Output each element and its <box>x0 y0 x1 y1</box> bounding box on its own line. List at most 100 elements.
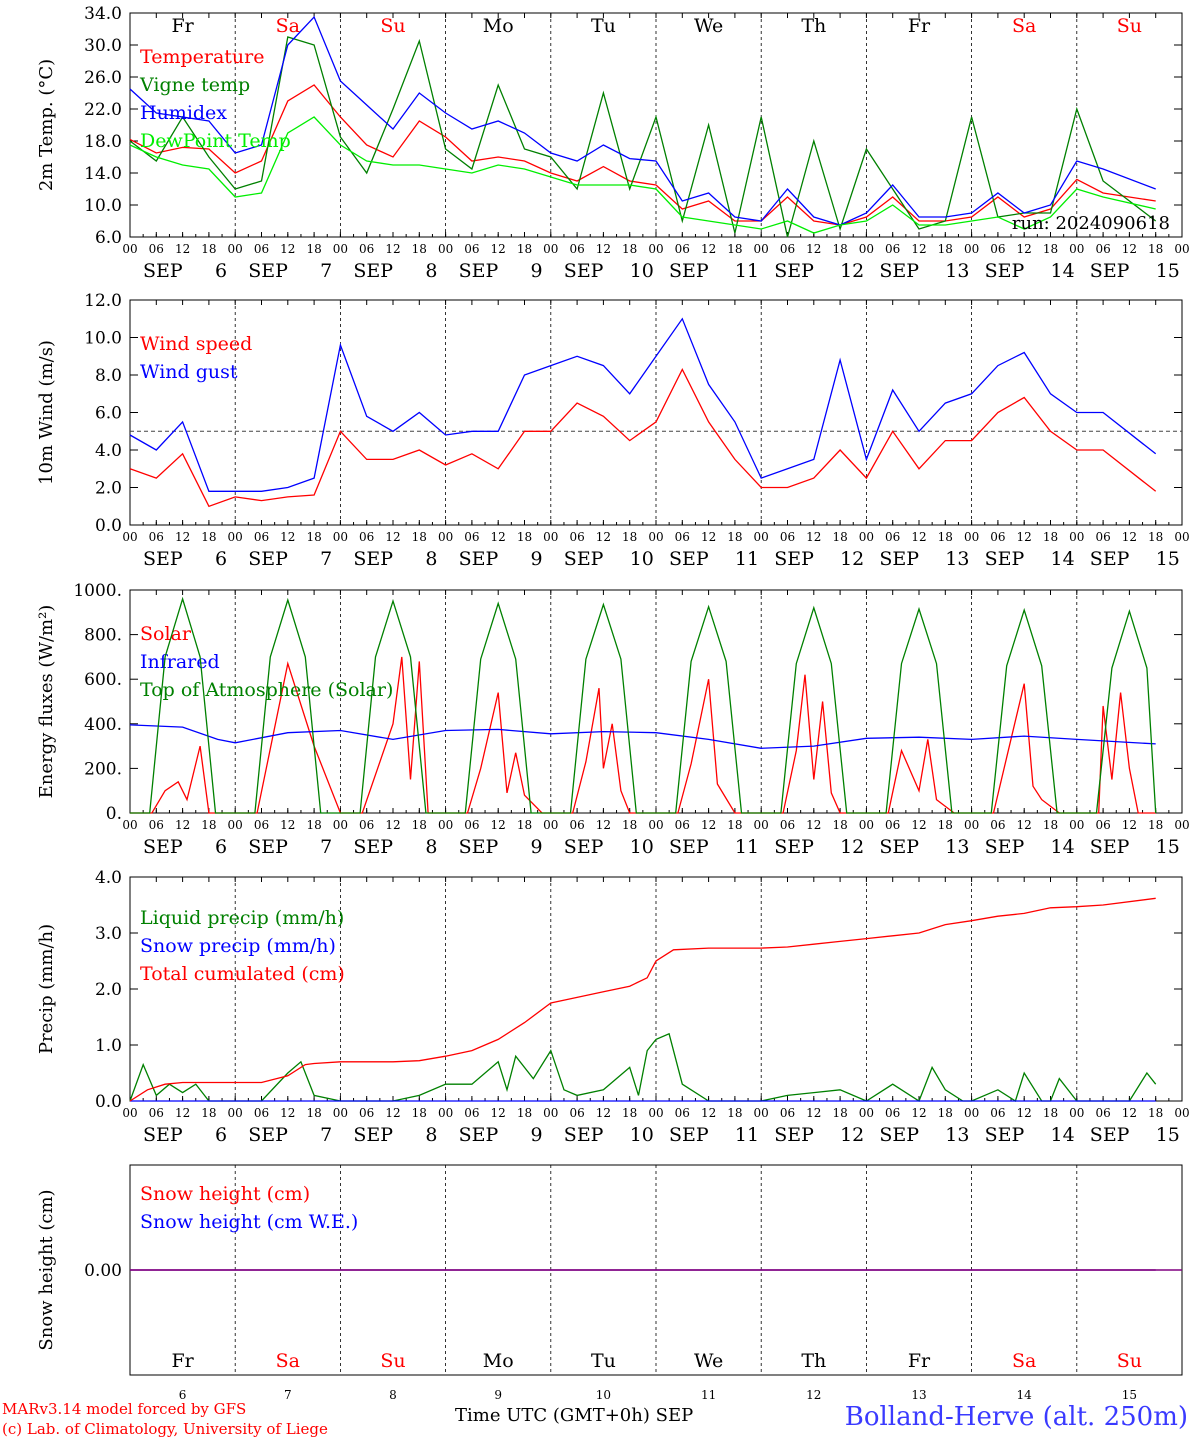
legend-entry: DewPoint Temp <box>140 130 291 152</box>
hour-tick-label: 00 <box>122 242 137 256</box>
date-month-label: SEP <box>353 1124 393 1146</box>
hour-tick-label: 12 <box>1017 818 1032 832</box>
date-month-label: SEP <box>143 1124 183 1146</box>
date-day-label: 12 <box>840 1124 864 1146</box>
date-day-label: 13 <box>945 1124 969 1146</box>
date-month-label: SEP <box>669 836 709 858</box>
date-day-label: 12 <box>840 260 864 282</box>
hour-tick-label: 12 <box>596 530 611 544</box>
date-month-label: SEP <box>774 1124 814 1146</box>
day-name-label: Fr <box>908 1350 931 1372</box>
y-tick-label: 12.0 <box>84 291 122 311</box>
hour-tick-label: 06 <box>464 1106 479 1120</box>
hour-tick-label: 18 <box>1148 242 1163 256</box>
hour-tick-label: 12 <box>1017 1106 1032 1120</box>
hour-tick-label: 00 <box>333 1106 348 1120</box>
date-month-label: SEP <box>353 548 393 570</box>
hour-tick-label: 18 <box>306 818 321 832</box>
hour-tick-label: 06 <box>569 818 584 832</box>
date-month-label: SEP <box>459 260 499 282</box>
hour-tick-label: 18 <box>1043 242 1058 256</box>
day-name-label: Fr <box>171 15 194 37</box>
y-tick-label: 1.0 <box>95 1036 122 1056</box>
hour-tick-label: 12 <box>1122 1106 1137 1120</box>
date-day-label: 12 <box>840 836 864 858</box>
hour-tick-label: 00 <box>543 1106 558 1120</box>
hour-tick-label: 00 <box>438 242 453 256</box>
hour-tick-label: 18 <box>201 818 216 832</box>
hour-tick-label: 18 <box>938 530 953 544</box>
series-line-total-cumulated-cm- <box>129 897 1156 1102</box>
date-month-label: SEP <box>1090 836 1130 858</box>
date-month-label: SEP <box>774 548 814 570</box>
date-day-label: 15 <box>1156 548 1180 570</box>
hour-tick-label: 12 <box>280 242 295 256</box>
hour-tick-label: 06 <box>149 818 164 832</box>
date-month-label: SEP <box>1090 260 1130 282</box>
hour-tick-label: 18 <box>622 1106 637 1120</box>
date-day-label: 7 <box>320 260 332 282</box>
date-day-label: 14 <box>1051 1124 1075 1146</box>
day-number-label: 15 <box>1122 1388 1137 1402</box>
hour-tick-label: 06 <box>569 530 584 544</box>
y-tick-label: 10.0 <box>84 329 122 349</box>
hour-tick-label: 00 <box>122 818 137 832</box>
day-name-label: Fr <box>908 15 931 37</box>
date-month-label: SEP <box>879 260 919 282</box>
hour-tick-label: 12 <box>596 818 611 832</box>
hour-tick-label: 12 <box>175 1106 190 1120</box>
hour-tick-label: 12 <box>1122 530 1137 544</box>
series-line-wind-speed <box>129 367 1157 508</box>
series-line-dewpoint-temp <box>129 116 1156 234</box>
hour-tick-label: 06 <box>254 242 269 256</box>
y-tick-label: 26.0 <box>84 68 122 88</box>
legend-entry: Temperature <box>140 46 264 68</box>
date-day-label: 13 <box>945 836 969 858</box>
hour-tick-label: 00 <box>438 818 453 832</box>
hour-tick-label: 12 <box>701 530 716 544</box>
date-day-label: 14 <box>1051 260 1075 282</box>
date-month-label: SEP <box>564 836 604 858</box>
date-day-label: 14 <box>1051 548 1075 570</box>
date-month-label: SEP <box>985 260 1025 282</box>
hour-tick-label: 18 <box>1148 530 1163 544</box>
y-tick-label: 2.0 <box>95 980 122 1000</box>
hour-tick-label: 00 <box>438 530 453 544</box>
day-name-label: Th <box>801 1350 826 1372</box>
date-month-label: SEP <box>143 836 183 858</box>
hour-tick-label: 06 <box>149 530 164 544</box>
date-day-label: 10 <box>630 1124 654 1146</box>
date-month-label: SEP <box>564 548 604 570</box>
hour-tick-label: 12 <box>280 1106 295 1120</box>
date-month-label: SEP <box>985 1124 1025 1146</box>
day-number-label: 10 <box>596 1388 611 1402</box>
date-day-label: 15 <box>1156 260 1180 282</box>
day-name-label: Su <box>1117 1350 1142 1372</box>
hour-tick-label: 18 <box>201 1106 216 1120</box>
date-day-label: 8 <box>425 260 437 282</box>
date-month-label: SEP <box>879 836 919 858</box>
series-line-wind-gust <box>129 317 1157 492</box>
panel-1: 00 06 12 18 00 06 12 18 00 06 12 18 00 06 12 18 00 06 12 18… <box>36 4 1190 282</box>
hour-tick-label: 00 <box>648 1106 663 1120</box>
date-day-label: 6 <box>215 260 227 282</box>
legend-entry: Liquid precip (mm/h) <box>140 907 344 929</box>
hour-tick-label: 12 <box>175 242 190 256</box>
date-day-label: 7 <box>320 836 332 858</box>
hour-tick-label: 18 <box>832 242 847 256</box>
series-line-infrared <box>129 724 1156 749</box>
hour-tick-label: 00 <box>648 242 663 256</box>
date-day-label: 9 <box>531 548 543 570</box>
hour-tick-label: 18 <box>727 1106 742 1120</box>
y-tick-label: 8.0 <box>95 366 122 386</box>
legend-entry: Infrared <box>140 651 220 673</box>
date-month-label: SEP <box>1090 548 1130 570</box>
legend-entry: Solar <box>140 623 192 645</box>
hour-tick-label: 12 <box>701 242 716 256</box>
hour-tick-label: 00 <box>543 242 558 256</box>
hour-tick-label: 06 <box>885 1106 900 1120</box>
y-tick-label: 0.00 <box>84 1261 122 1281</box>
hour-tick-label: 18 <box>517 530 532 544</box>
y-tick-label: 600. <box>84 670 122 690</box>
legend-entry: Snow height (cm W.E.) <box>140 1211 358 1233</box>
